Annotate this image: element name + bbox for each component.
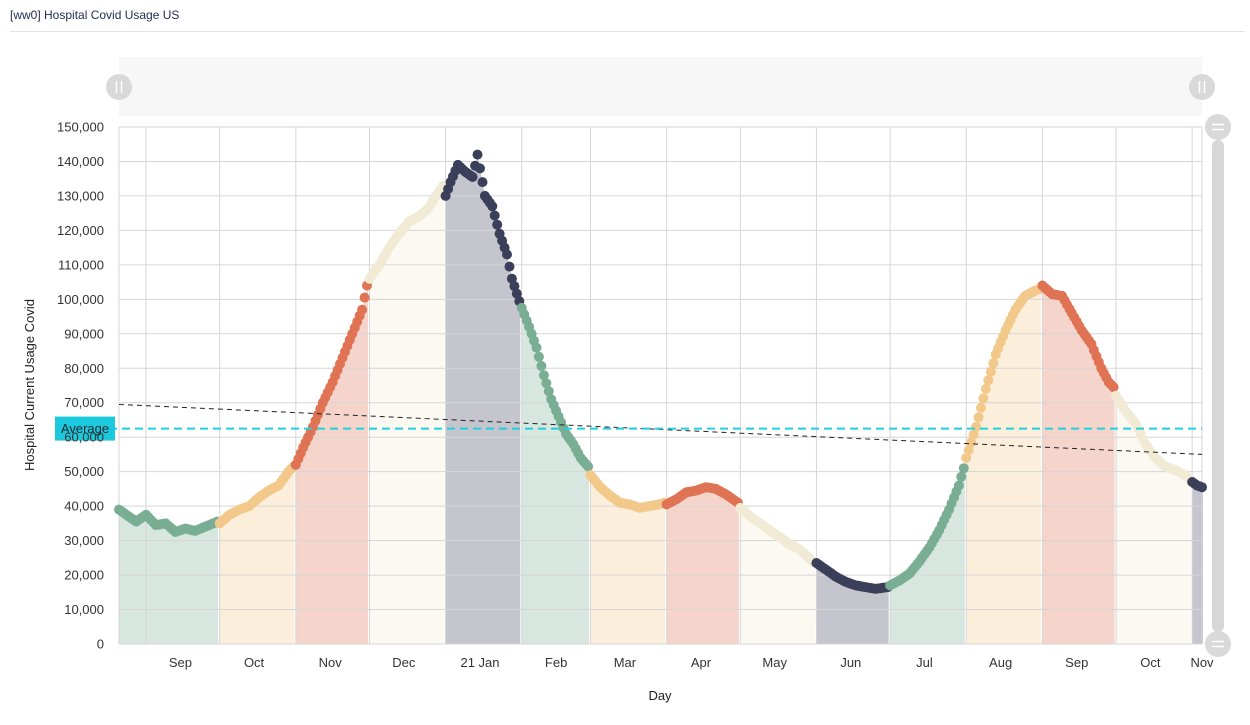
data-point[interactable] <box>472 149 483 160</box>
band-area-1 <box>119 509 219 644</box>
band-area-13 <box>1042 285 1115 644</box>
zoom-handle-left[interactable] <box>106 74 132 100</box>
x-tick-label: Jul <box>916 655 933 670</box>
y-tick-label: 30,000 <box>64 533 104 548</box>
data-point[interactable] <box>467 172 478 182</box>
panel-title: [ww0] Hospital Covid Usage US <box>10 8 180 22</box>
data-point[interactable] <box>953 480 964 491</box>
data-point[interactable] <box>983 375 994 386</box>
x-tick-label: Sep <box>169 655 192 670</box>
band-area-8 <box>666 487 739 644</box>
y-tick-label: 140,000 <box>57 154 104 169</box>
band-area-12 <box>966 289 1041 644</box>
y-axis-title: Hospital Current Usage Covid <box>22 299 37 471</box>
band-area-7 <box>590 475 666 644</box>
data-point[interactable] <box>475 163 485 174</box>
y-tick-label: 0 <box>97 637 104 652</box>
data-point[interactable] <box>543 386 554 397</box>
band-area-15 <box>1192 482 1203 644</box>
y-tick-label: 70,000 <box>64 395 104 410</box>
data-point[interactable] <box>961 452 972 463</box>
x-tick-label: Jun <box>840 655 861 670</box>
y-tick-label: 50,000 <box>64 464 104 479</box>
band-area-10 <box>816 563 889 644</box>
title-divider <box>10 31 1245 32</box>
band-area-9 <box>740 507 815 644</box>
vertical-scroll-track[interactable] <box>1212 140 1224 632</box>
x-tick-label: Nov <box>1190 655 1214 670</box>
data-point[interactable] <box>357 304 368 315</box>
y-tick-label: 110,000 <box>58 257 104 272</box>
zoom-range-track[interactable] <box>119 57 1202 116</box>
average-label: Average <box>61 421 109 436</box>
data-point[interactable] <box>502 249 512 260</box>
data-point[interactable] <box>509 281 520 292</box>
data-points <box>114 149 1207 594</box>
y-tick-label: 40,000 <box>64 499 104 514</box>
data-point[interactable] <box>973 412 984 423</box>
data-point[interactable] <box>971 421 982 432</box>
data-point[interactable] <box>963 445 974 456</box>
y-tick-label: 60,000 <box>64 430 104 445</box>
data-point[interactable] <box>583 461 594 472</box>
data-point[interactable] <box>976 402 986 413</box>
data-point[interactable] <box>1197 482 1207 493</box>
data-point[interactable] <box>958 463 969 474</box>
scroll-handle-top[interactable] <box>1205 114 1231 140</box>
y-tick-label: 90,000 <box>64 326 104 341</box>
y-tick-label: 130,000 <box>57 188 104 203</box>
data-point[interactable] <box>536 361 547 371</box>
data-point[interactable] <box>359 292 370 303</box>
data-point[interactable] <box>492 219 503 230</box>
data-point[interactable] <box>985 366 996 377</box>
data-point[interactable] <box>978 393 989 404</box>
average-label-box <box>55 416 115 441</box>
y-tick-label: 120,000 <box>57 223 104 238</box>
data-point[interactable] <box>988 358 999 369</box>
month-bands <box>119 154 1203 644</box>
scroll-handle-bottom[interactable] <box>1205 631 1231 657</box>
data-point[interactable] <box>477 177 488 188</box>
zoom-handle-right[interactable] <box>1189 74 1215 100</box>
band-area-4 <box>369 185 445 644</box>
data-point[interactable] <box>489 210 500 221</box>
y-tick-label: 80,000 <box>64 361 104 376</box>
data-point[interactable] <box>538 370 549 381</box>
band-area-6 <box>521 307 590 644</box>
data-point[interactable] <box>541 378 552 389</box>
x-tick-label: Nov <box>319 655 343 670</box>
x-tick-label: Oct <box>1140 655 1161 670</box>
x-tick-label: Feb <box>545 655 567 670</box>
data-point[interactable] <box>966 437 977 448</box>
data-point[interactable] <box>487 201 498 212</box>
band-area-5 <box>445 154 521 644</box>
data-point[interactable] <box>956 471 967 482</box>
band-area-14 <box>1116 395 1191 644</box>
y-tick-label: 150,000 <box>57 120 104 135</box>
data-point[interactable] <box>968 429 979 440</box>
y-axis-ticks: 0 10,000 20,000 30,000 40,000 50,000 60,000 70,… <box>57 120 104 652</box>
data-point[interactable] <box>980 383 991 394</box>
x-axis-title: Day <box>648 688 672 703</box>
data-point[interactable] <box>1108 382 1119 393</box>
y-tick-label: 100,000 <box>57 292 104 307</box>
data-point[interactable] <box>504 261 515 272</box>
x-tick-label: Mar <box>614 655 637 670</box>
x-tick-label: 21 Jan <box>460 655 499 670</box>
data-point[interactable] <box>533 351 544 362</box>
y-tick-label: 20,000 <box>64 568 104 583</box>
band-area-3 <box>295 285 369 644</box>
x-tick-label: Apr <box>691 655 712 670</box>
x-tick-label: Dec <box>392 655 416 670</box>
y-tick-label: 10,000 <box>64 602 104 617</box>
x-axis-ticks: Sep Oct Nov Dec 21 Jan Feb Mar Apr May Jun Jul Aug S… <box>169 655 1214 670</box>
x-tick-label: Oct <box>244 655 265 670</box>
x-tick-label: Sep <box>1065 655 1088 670</box>
x-tick-label: May <box>762 655 787 670</box>
x-tick-label: Aug <box>989 655 1012 670</box>
data-point[interactable] <box>531 342 542 353</box>
